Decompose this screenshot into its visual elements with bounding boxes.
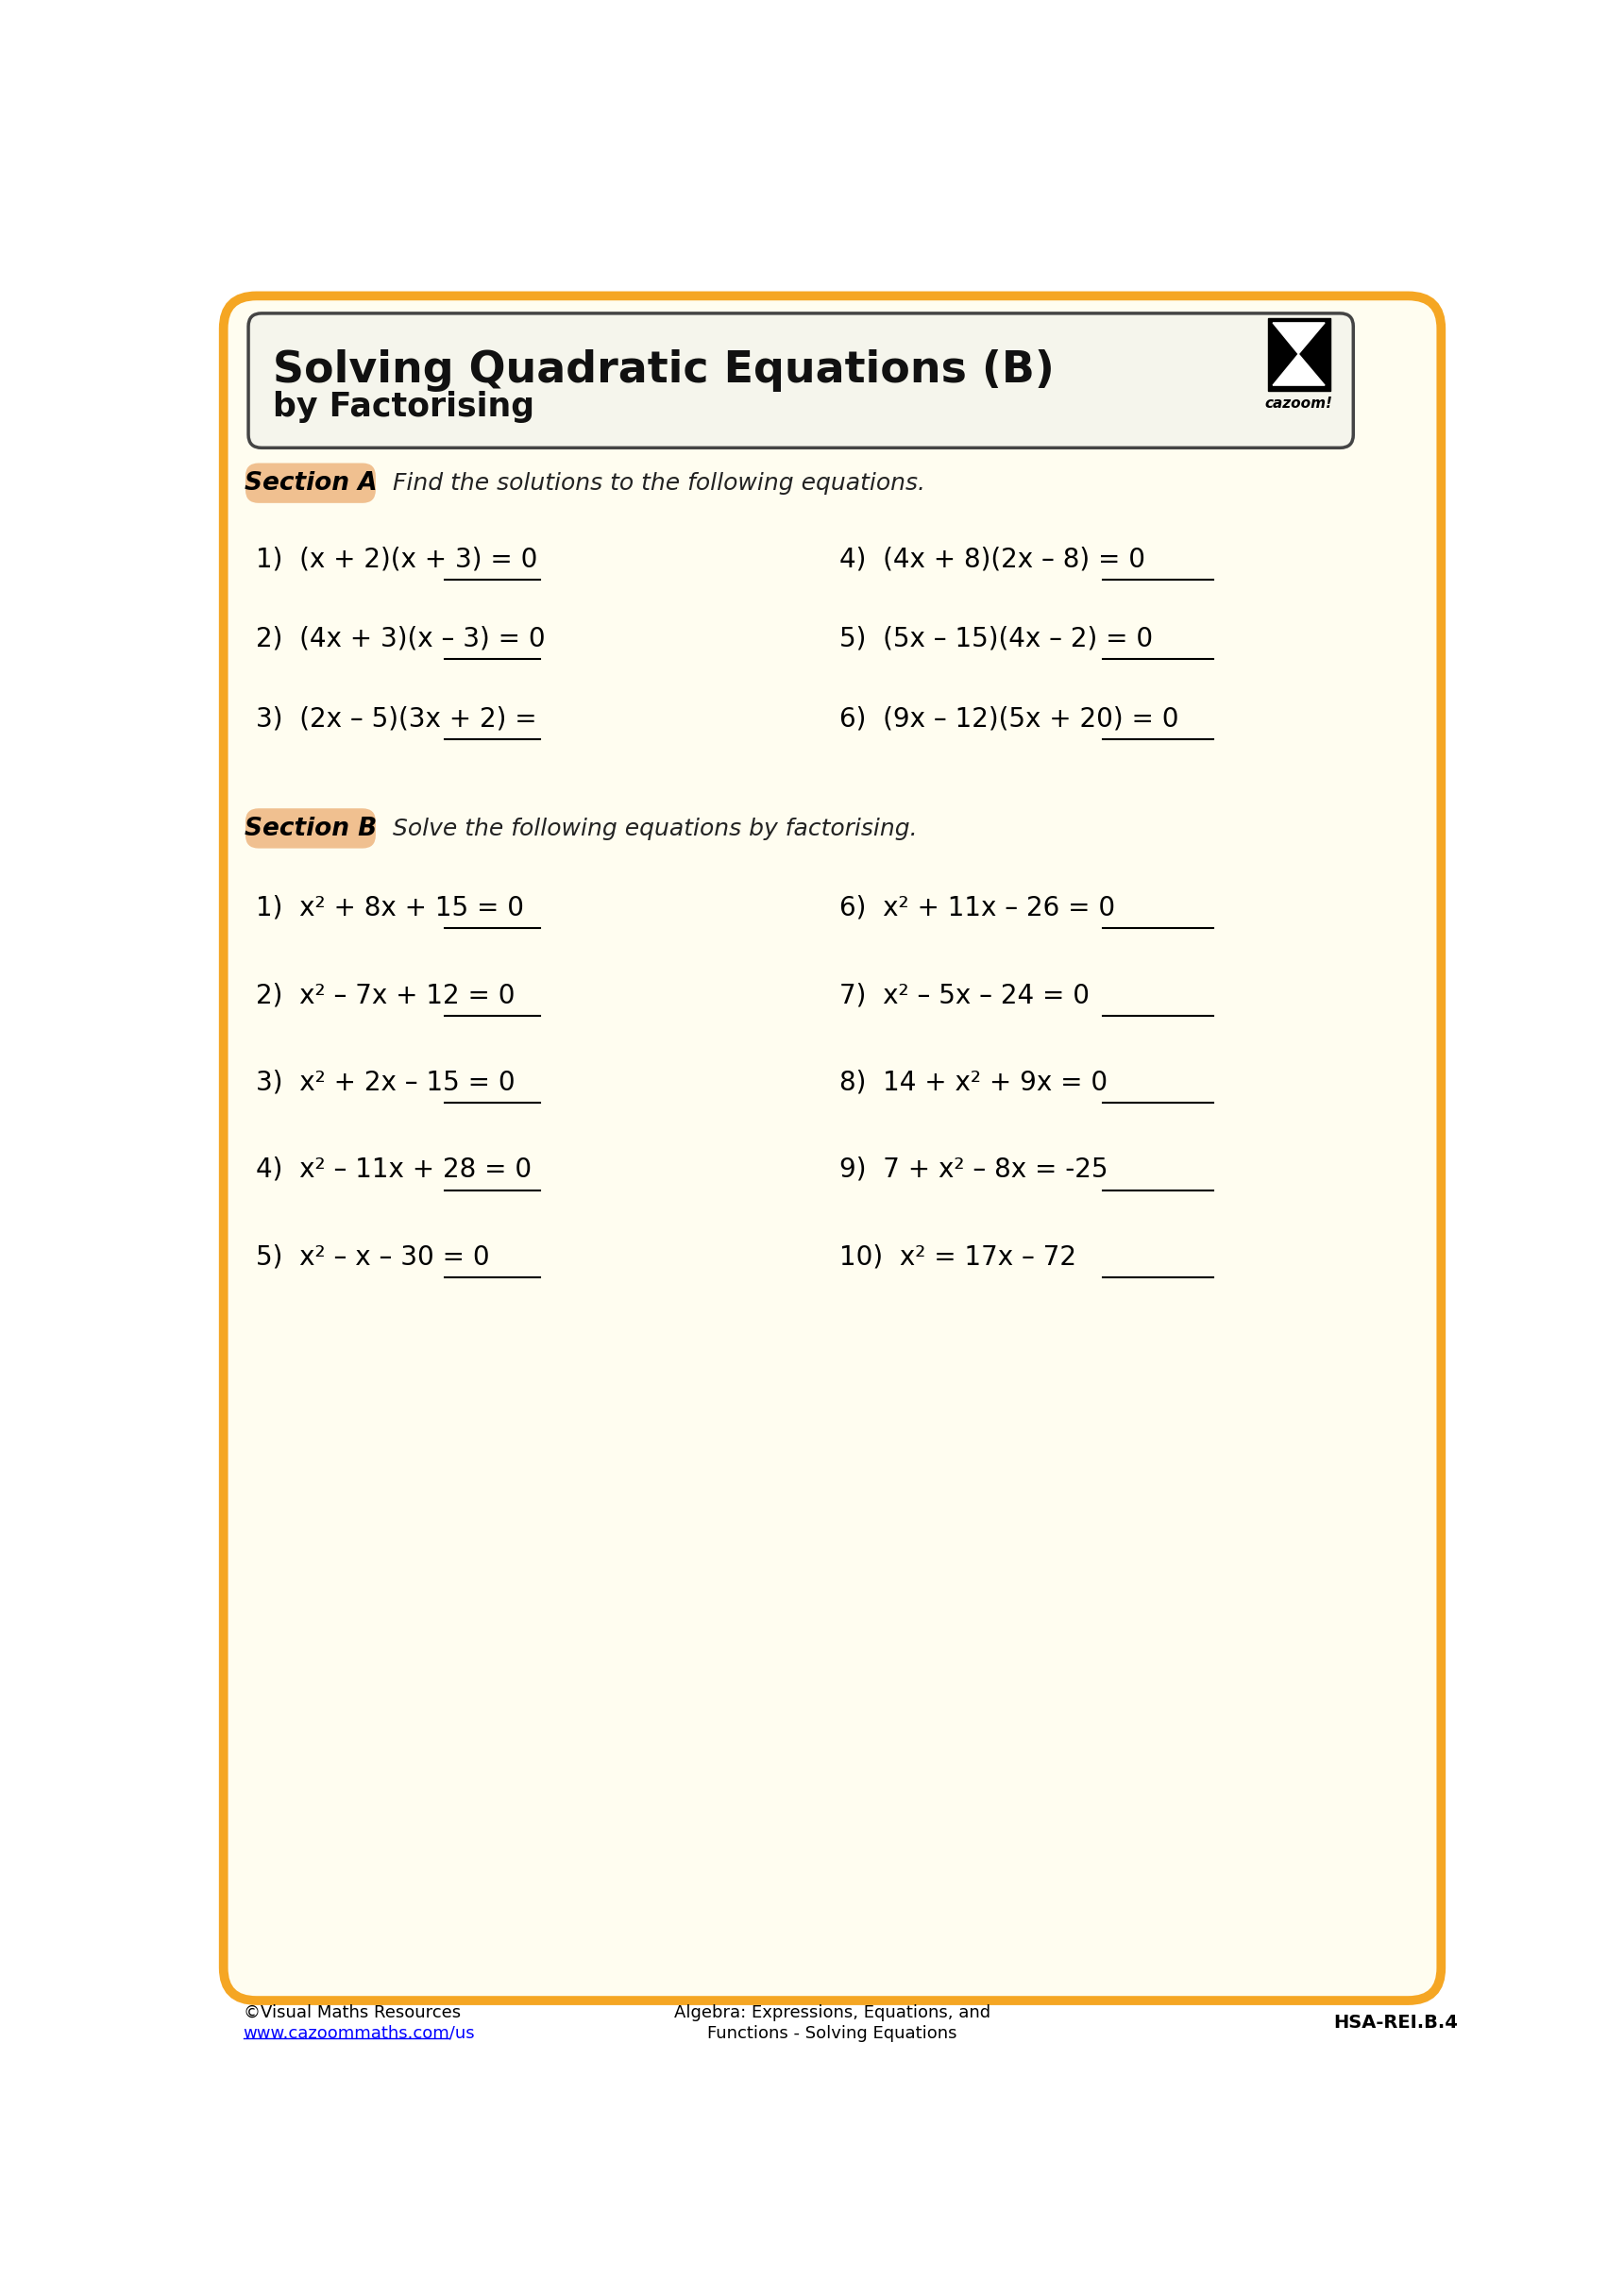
Text: Section A: Section A [244,471,377,496]
Text: ©Visual Maths Resources: ©Visual Maths Resources [244,2004,461,2020]
Text: Section B: Section B [244,817,377,840]
Text: 2)  (4x + 3)(x – 3) = 0: 2) (4x + 3)(x – 3) = 0 [255,627,546,652]
Text: cazoom!: cazoom! [1265,397,1332,411]
Text: 9)  7 + x² – 8x = -25: 9) 7 + x² – 8x = -25 [840,1157,1108,1182]
Text: Functions - Solving Equations: Functions - Solving Equations [708,2025,957,2041]
Text: 6)  x² + 11x – 26 = 0: 6) x² + 11x – 26 = 0 [840,895,1116,921]
FancyBboxPatch shape [245,464,375,503]
Text: Solving Quadratic Equations (B): Solving Quadratic Equations (B) [273,349,1054,393]
Text: 4)  (4x + 8)(2x – 8) = 0: 4) (4x + 8)(2x – 8) = 0 [840,546,1145,572]
Text: 1)  (x + 2)(x + 3) = 0: 1) (x + 2)(x + 3) = 0 [255,546,538,572]
Polygon shape [1273,354,1325,386]
Text: 10)  x² = 17x – 72: 10) x² = 17x – 72 [840,1244,1077,1270]
Text: Find the solutions to the following equations.: Find the solutions to the following equa… [393,473,926,494]
Text: Algebra: Expressions, Equations, and: Algebra: Expressions, Equations, and [674,2004,991,2020]
Text: 8)  14 + x² + 9x = 0: 8) 14 + x² + 9x = 0 [840,1070,1108,1095]
Polygon shape [1273,324,1325,354]
Text: 3)  (2x – 5)(3x + 2) =: 3) (2x – 5)(3x + 2) = [255,705,536,732]
Text: 1)  x² + 8x + 15 = 0: 1) x² + 8x + 15 = 0 [255,895,525,921]
FancyBboxPatch shape [248,312,1353,448]
Text: www.cazoommaths.com/us: www.cazoommaths.com/us [244,2025,476,2041]
Text: 2)  x² – 7x + 12 = 0: 2) x² – 7x + 12 = 0 [255,983,515,1008]
Text: Solve the following equations by factorising.: Solve the following equations by factori… [393,817,918,840]
Text: 5)  (5x – 15)(4x – 2) = 0: 5) (5x – 15)(4x – 2) = 0 [840,627,1153,652]
FancyBboxPatch shape [224,296,1440,2000]
Text: 4)  x² – 11x + 28 = 0: 4) x² – 11x + 28 = 0 [255,1157,531,1182]
FancyBboxPatch shape [245,808,375,847]
Text: HSA-REI.B.4: HSA-REI.B.4 [1333,2014,1458,2032]
Bar [1268,317,1330,390]
Text: 3)  x² + 2x – 15 = 0: 3) x² + 2x – 15 = 0 [255,1070,515,1095]
Text: 5)  x² – x – 30 = 0: 5) x² – x – 30 = 0 [255,1244,489,1270]
Text: by Factorising: by Factorising [273,390,534,422]
Text: 7)  x² – 5x – 24 = 0: 7) x² – 5x – 24 = 0 [840,983,1090,1008]
Text: 6)  (9x – 12)(5x + 20) = 0: 6) (9x – 12)(5x + 20) = 0 [840,705,1179,732]
